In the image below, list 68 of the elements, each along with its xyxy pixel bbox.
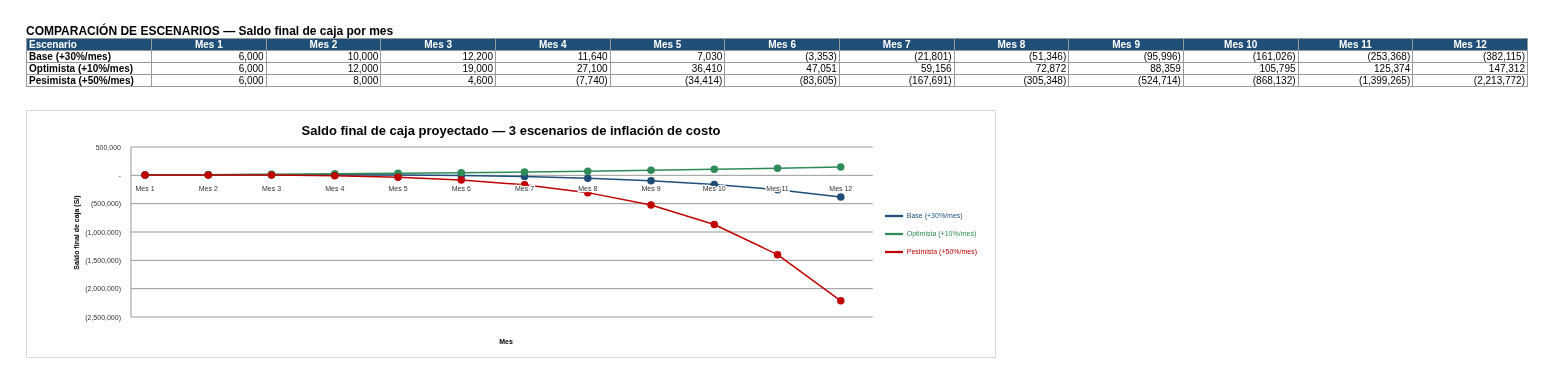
text: 12,200 xyxy=(462,51,493,62)
y-tick-label: Pesimista (+50%/mes) xyxy=(26,74,152,87)
x-tick-label: Mes 11 xyxy=(1298,38,1413,51)
x-tick-label: Mes 5 xyxy=(610,38,725,51)
x-tick-label: Mes 9 xyxy=(1068,38,1184,51)
chart-title: COMPARACIÓN DE ESCENARIOS — Saldo final de caja por mes xyxy=(26,24,395,38)
text: (161,026) xyxy=(1252,51,1296,62)
chart-title: Saldo final de caja proyectado — 3 escenarios de inflación de costo xyxy=(300,123,722,138)
point xyxy=(457,176,466,184)
text: 105,795 xyxy=(1259,63,1296,74)
text: (305,348) xyxy=(1023,75,1067,86)
point xyxy=(647,166,655,175)
text: 47,051 xyxy=(806,63,837,74)
text: 125,374 xyxy=(1374,63,1411,74)
point xyxy=(837,163,845,171)
text: 7,030 xyxy=(697,51,723,62)
y-axis-title: Escenario xyxy=(26,38,152,51)
point xyxy=(584,174,592,182)
y-tick-label: Base (+30%/mes) xyxy=(26,50,152,63)
text: 12,000 xyxy=(347,63,379,74)
x-tick-label: Mes 7 xyxy=(839,38,955,51)
text: (167,691) xyxy=(908,75,952,86)
text: (868,132) xyxy=(1252,75,1296,86)
x-tick-label: Mes 4 xyxy=(495,38,611,51)
text: (524,714) xyxy=(1138,75,1181,86)
point xyxy=(710,165,719,174)
point xyxy=(773,250,782,259)
text: (34,414) xyxy=(685,75,723,86)
x-tick-label: Mes 8 xyxy=(954,38,1069,51)
point xyxy=(647,201,655,209)
point xyxy=(647,177,655,185)
text: 4,600 xyxy=(467,75,493,86)
x-tick-label: Mes 1 xyxy=(151,38,267,51)
text: 72,872 xyxy=(1035,63,1067,74)
text: (3,353) xyxy=(805,51,837,62)
y-tick-label: Optimista (+10%/mes) xyxy=(26,62,152,75)
text: 6,000 xyxy=(238,51,264,62)
text: 59,156 xyxy=(921,63,952,74)
x-tick-label: Mes 3 xyxy=(380,38,496,51)
x-tick-label: Mes 10 xyxy=(1183,38,1299,51)
text: 6,000 xyxy=(238,63,264,74)
text: (1,399,265) xyxy=(1359,75,1411,86)
point xyxy=(710,220,719,229)
text: (83,605) xyxy=(799,75,837,86)
text: 6,000 xyxy=(238,75,264,86)
text: 88,359 xyxy=(1150,63,1181,74)
point xyxy=(837,193,845,201)
text: 27,100 xyxy=(577,63,608,74)
text: 8,000 xyxy=(353,75,379,86)
text: (21,801) xyxy=(914,51,952,62)
text: 36,410 xyxy=(691,63,723,74)
text: (253,368) xyxy=(1367,51,1411,62)
x-tick-label: Mes 2 xyxy=(266,38,381,51)
text: (2,213,772) xyxy=(1473,75,1525,86)
x-tick-label: Mes 6 xyxy=(724,38,840,51)
text: (51,346) xyxy=(1029,51,1067,62)
text: (7,740) xyxy=(575,75,608,86)
point xyxy=(584,167,592,175)
text: (95,996) xyxy=(1143,51,1181,62)
x-tick-label: Mes 12 xyxy=(1412,38,1528,51)
text: (382,115) xyxy=(1482,51,1525,62)
text: 10,000 xyxy=(347,51,379,62)
text: 19,000 xyxy=(462,63,493,74)
point xyxy=(773,164,782,172)
text: 11,640 xyxy=(577,51,608,62)
point xyxy=(837,297,845,305)
point xyxy=(520,168,529,176)
text: 147,312 xyxy=(1488,63,1525,74)
